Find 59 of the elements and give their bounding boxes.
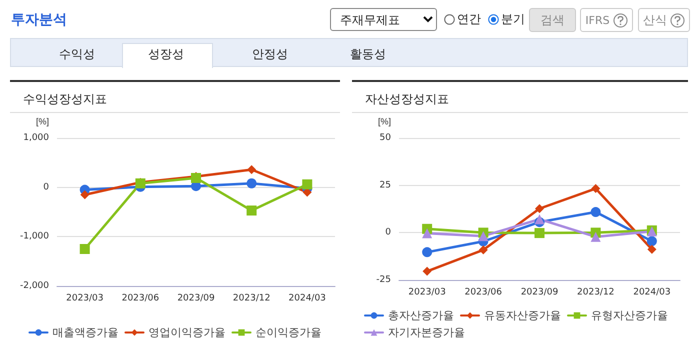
point: [80, 190, 90, 200]
x-tick-label: 2023/09: [177, 294, 215, 304]
x-tick-label: 2023/03: [408, 288, 446, 298]
y-tick-label: -1,000: [20, 232, 50, 242]
point: [302, 179, 312, 190]
point: [591, 184, 600, 194]
text: 투자분석: [11, 11, 67, 29]
point: [80, 244, 90, 254]
point: [478, 231, 488, 242]
legend-label: 유동자산증가율: [484, 309, 561, 322]
text: 검색: [529, 8, 576, 32]
text: 안정성: [252, 46, 288, 63]
point: [422, 266, 432, 276]
text: IFRS: [580, 8, 633, 32]
x-tick-label: 2023/12: [232, 294, 270, 304]
y-tick-label: 25: [380, 180, 391, 190]
legend-label: 자기자본증가율: [388, 326, 465, 339]
y-tick-label: -25: [376, 275, 391, 285]
y-tick-label: 50: [380, 133, 392, 143]
text: 분기: [501, 11, 525, 28]
text: 수익성: [59, 46, 95, 63]
legend-label: 영업이익증가율: [148, 326, 226, 339]
y-axis-title: [%]: [36, 116, 49, 126]
legend-label: 매출액증가율: [52, 326, 118, 339]
text: 연간: [457, 11, 481, 28]
text: 활동성: [350, 46, 386, 63]
legend-label: 유형자산증가율: [591, 309, 668, 322]
point: [534, 214, 544, 224]
point: [247, 165, 256, 174]
point: [535, 204, 544, 214]
y-tick-label: 0: [385, 228, 392, 238]
point: [422, 228, 432, 238]
text: 성장성: [148, 46, 184, 63]
point: [246, 206, 257, 216]
x-tick-label: 2023/09: [520, 288, 558, 298]
chart-title: 수익성장성지표: [23, 92, 107, 106]
x-tick-label: 2023/06: [464, 288, 502, 298]
point: [590, 207, 601, 218]
chart-title: 자산성장성지표: [365, 92, 449, 106]
x-tick-label: 2024/03: [288, 294, 326, 304]
point: [534, 228, 544, 238]
y-tick-label: 0: [43, 182, 50, 192]
point: [647, 244, 656, 254]
x-tick-label: 2023/03: [66, 294, 104, 304]
point: [478, 245, 488, 254]
y-tick-label: -2,000: [20, 281, 50, 291]
x-tick-label: 2023/12: [577, 288, 614, 298]
point: [646, 236, 657, 246]
text: 산식: [638, 8, 690, 32]
legend-label: 총자산증가율: [388, 309, 454, 322]
x-tick-label: 2024/03: [633, 288, 671, 298]
legend-label: 순이익증가율: [256, 326, 322, 339]
y-axis-title: [%]: [378, 116, 391, 126]
y-tick-label: 1,000: [23, 133, 50, 143]
point: [422, 247, 432, 258]
text: 주재무제표: [330, 8, 437, 31]
point: [246, 178, 257, 188]
x-tick-label: 2023/06: [122, 294, 160, 304]
point: [590, 232, 601, 242]
